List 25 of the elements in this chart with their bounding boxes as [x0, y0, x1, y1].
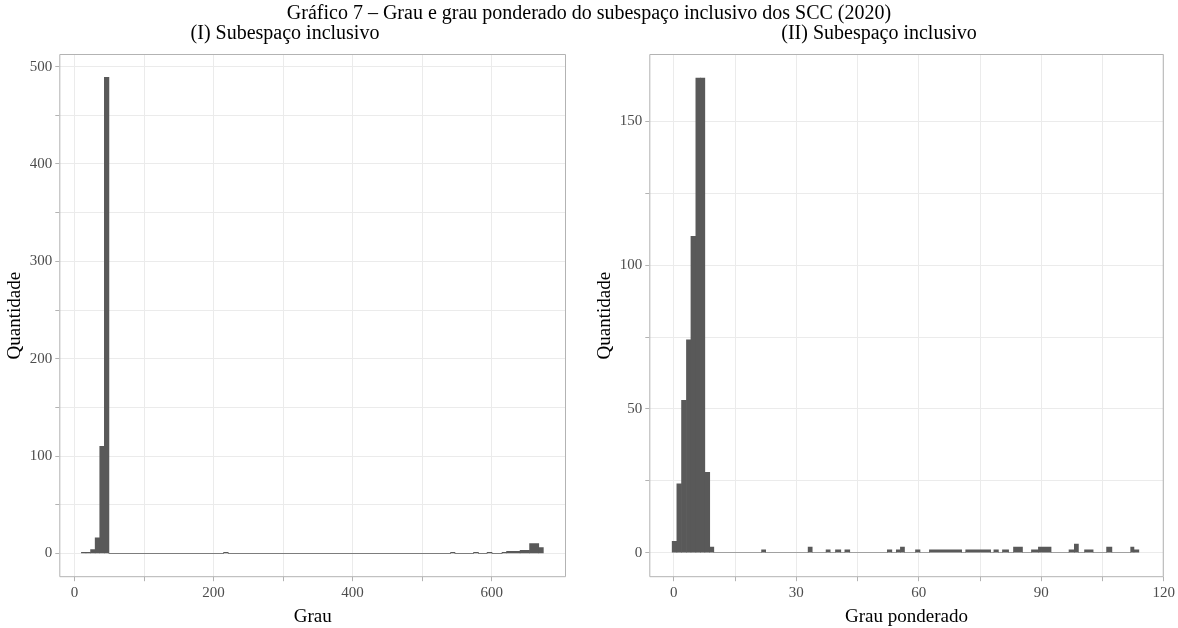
x-tick-label: 30	[788, 584, 804, 601]
y-tick-label: 500	[29, 57, 53, 74]
x-tick-label: 120	[1152, 584, 1175, 601]
x-axis-title: Grau ponderado	[845, 604, 968, 626]
x-tick-label: 0	[70, 584, 79, 601]
y-tick-label: 100	[619, 256, 643, 273]
y-axis-title: Quantidade	[3, 271, 25, 360]
chart-title: (I) Subespaço inclusivo	[190, 21, 380, 45]
x-tick-label: 600	[480, 584, 503, 601]
y-tick-label: 150	[619, 112, 643, 129]
y-tick-label: 0	[44, 544, 53, 561]
y-tick-label: 400	[29, 154, 53, 171]
x-tick-label: 0	[670, 584, 678, 601]
y-axis-title: Quantidade	[593, 271, 615, 360]
y-tick-label: 100	[29, 446, 53, 463]
y-tick-label: 200	[29, 349, 53, 366]
x-axis-title: Grau	[293, 604, 333, 626]
x-tick-label: 60	[911, 584, 927, 601]
text: Gráfico 7 – Grau e grau ponderado do subespaço inclusivo dos SCC (2020)	[285, 0, 893, 24]
y-tick-label: 0	[634, 543, 643, 560]
x-tick-label: 90	[1033, 584, 1049, 601]
y-tick-label: 50	[627, 399, 643, 416]
y-tick-label: 300	[29, 252, 53, 269]
x-tick-label: 400	[341, 584, 364, 601]
x-tick-label: 200	[202, 584, 225, 601]
